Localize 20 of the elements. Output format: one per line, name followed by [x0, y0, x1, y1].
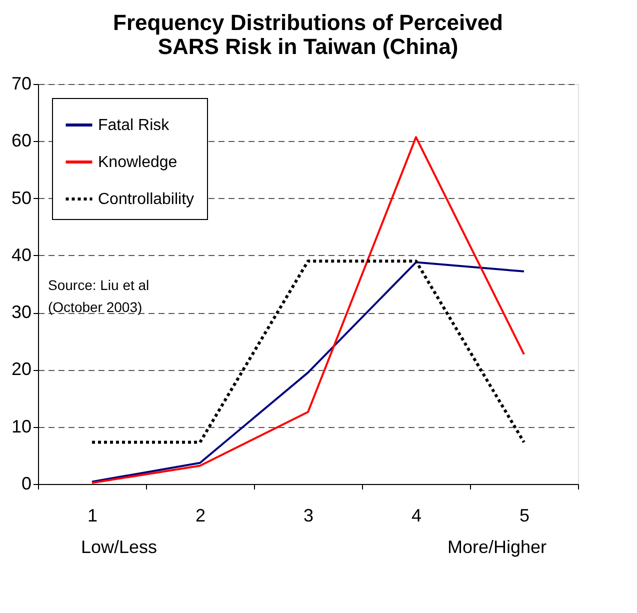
y-tick-label: 50	[11, 188, 32, 208]
x-tick-label: 2	[195, 506, 206, 526]
y-tick-label: 0	[21, 474, 32, 494]
annotation: Source: Liu et al (October 2003)	[48, 277, 150, 315]
y-tick-label: 40	[11, 244, 32, 265]
x-tick-label: 5	[519, 506, 530, 526]
chart-title: Frequency Distributions of Perceived SARS Risk in Taiwan (China)	[113, 10, 503, 59]
text: Low/Less	[80, 537, 158, 557]
text: More/Higher	[447, 537, 547, 557]
y-tick-label: 60	[11, 130, 32, 151]
legend-label: Fatal Risk	[98, 117, 170, 134]
y-tick-label: 70	[11, 74, 32, 94]
y-tick-label: 30	[11, 302, 32, 322]
y-tick-label: 10	[11, 416, 32, 436]
y-tick-label: 20	[11, 359, 32, 380]
legend-label: Controllability	[98, 191, 194, 208]
x-tick-label: 3	[303, 506, 314, 526]
x-tick-label: 4	[411, 506, 422, 526]
legend-label: Knowledge	[98, 154, 178, 171]
x-tick-label: 1	[87, 506, 98, 526]
